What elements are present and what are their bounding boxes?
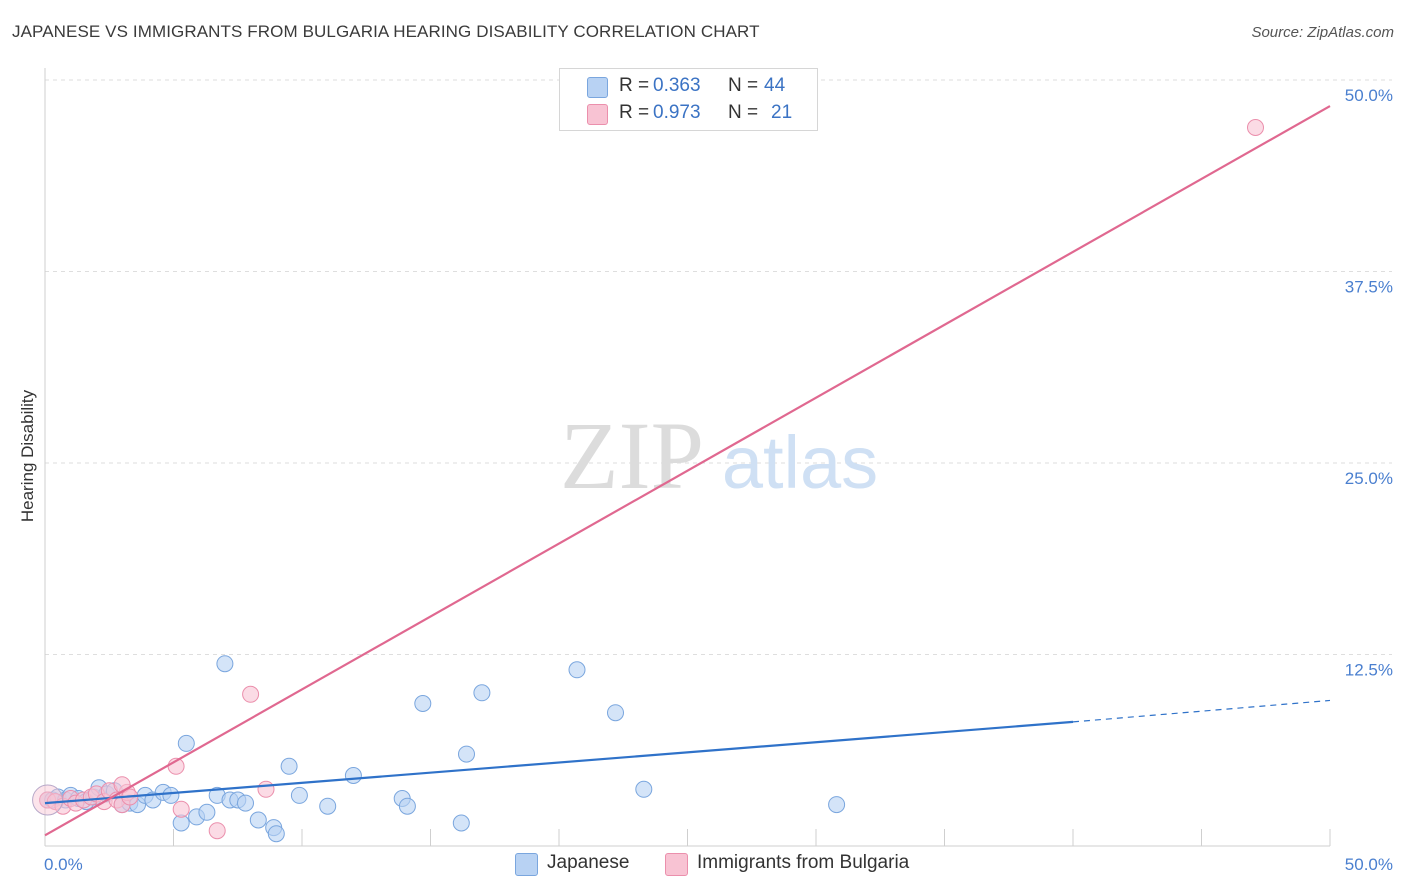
y-axis-label: Hearing Disability — [18, 389, 37, 522]
legend-n-label: N = — [728, 102, 759, 123]
japanese-point — [249, 811, 267, 829]
legend-r-value: 0.973 — [653, 102, 701, 123]
cluster-point — [32, 784, 64, 816]
legend-n-value: 44 — [764, 75, 786, 96]
japanese-point — [280, 757, 298, 775]
bulgaria-point — [208, 822, 226, 840]
japanese-trendline-extension — [1072, 699, 1331, 723]
japanese-point — [319, 797, 337, 815]
watermark-zip: ZIP — [560, 402, 704, 509]
japanese-point — [473, 684, 491, 702]
japanese-point — [177, 734, 195, 752]
watermark: ZIP atlas — [560, 402, 878, 509]
grid-layer — [45, 79, 1392, 655]
chart-title: JAPANESE VS IMMIGRANTS FROM BULGARIA HEA… — [12, 22, 760, 41]
japanese-point — [414, 695, 432, 712]
y-tick-label: 25.0% — [1345, 469, 1393, 488]
trend-layer — [44, 105, 1331, 837]
bulgaria-trendline — [44, 105, 1331, 837]
legend-r-value: 0.363 — [653, 75, 701, 96]
japanese-point — [162, 786, 180, 804]
legend-label-japanese: Japanese — [547, 852, 630, 873]
japanese-point — [458, 745, 475, 763]
legend-n-value: 21 — [771, 102, 793, 123]
x-tick-label: 50.0% — [1345, 855, 1393, 874]
japanese-point — [398, 797, 416, 815]
japanese-point — [607, 704, 624, 722]
japanese-trendline — [44, 720, 1074, 805]
legend-n-label: N = — [728, 75, 759, 96]
bulgaria-point — [1247, 119, 1264, 136]
japanese-point — [828, 796, 846, 814]
y-tick-label: 37.5% — [1345, 278, 1393, 297]
tick-label-layer: 12.5% 25.0% 37.5% 50.0% 0.0% 50.0% — [44, 86, 1393, 874]
japanese-point — [198, 803, 216, 821]
x-tick-label: 0.0% — [44, 855, 83, 874]
japanese-point — [452, 814, 470, 832]
japanese-point — [568, 661, 586, 679]
legend-r-label: R = — [619, 102, 650, 123]
japanese-swatch — [587, 77, 608, 98]
source-label: Source: ZipAtlas.com — [1251, 24, 1394, 41]
japanese-point — [344, 767, 362, 784]
y-tick-label: 12.5% — [1345, 661, 1393, 680]
japanese-swatch — [515, 853, 538, 876]
japanese-point — [290, 786, 308, 804]
bulgaria-swatch — [665, 853, 688, 876]
japanese-point — [237, 794, 254, 812]
y-tick-label: 50.0% — [1345, 86, 1393, 105]
japanese-point — [267, 825, 285, 843]
bulgaria-swatch — [587, 104, 608, 125]
japanese-point — [216, 655, 234, 673]
bulgaria-point — [257, 780, 275, 798]
legend-row-japanese: R = 0.363 N = 44 — [560, 74, 817, 101]
japanese-point — [635, 780, 653, 798]
series-legend: Japanese Immigrants from Bulgaria — [0, 852, 1406, 878]
stats-legend: R = 0.363 N = 44 R = 0.973 N = 21 — [559, 68, 818, 131]
bulgaria-point — [172, 800, 190, 818]
legend-row-bulgaria: R = 0.973 N = 21 — [560, 101, 817, 128]
bulgaria-point — [242, 685, 260, 703]
legend-label-bulgaria: Immigrants from Bulgaria — [697, 852, 910, 873]
watermark-atlas: atlas — [722, 421, 878, 504]
axis-layer — [44, 68, 1331, 847]
legend-r-label: R = — [619, 75, 650, 96]
